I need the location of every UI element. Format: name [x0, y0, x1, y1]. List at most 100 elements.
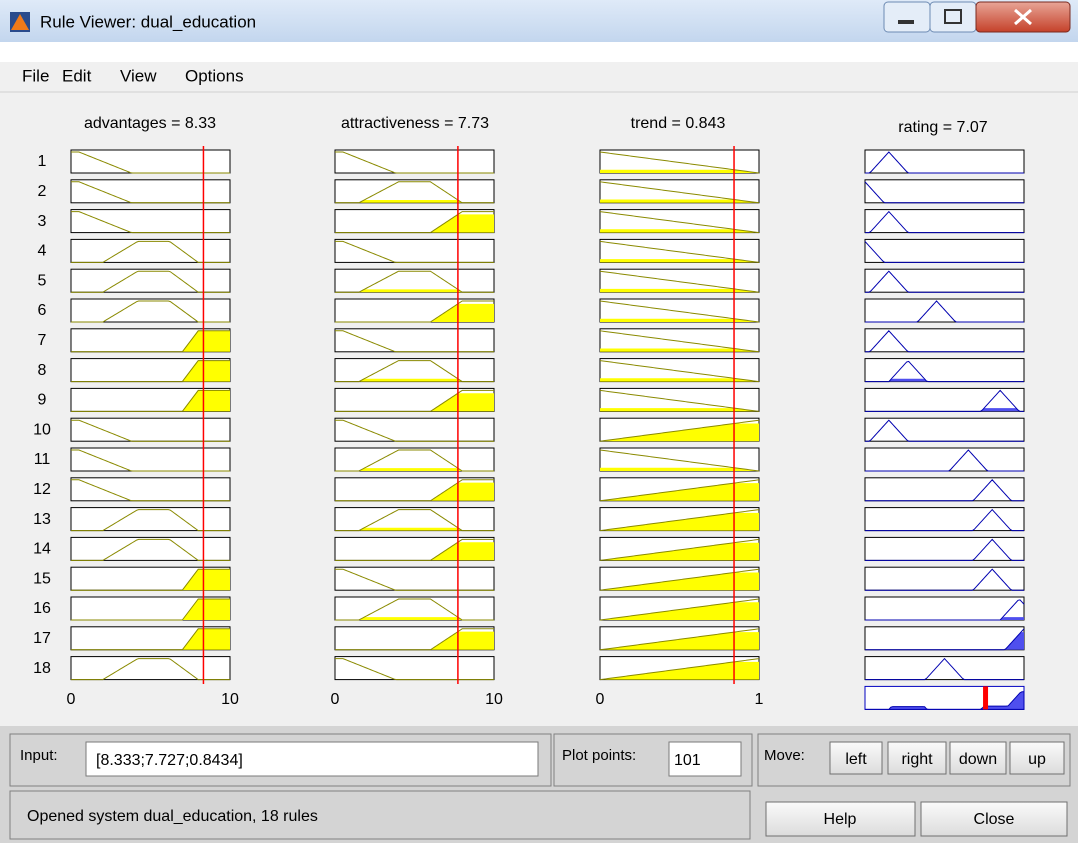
move-button-label[interactable]: left: [845, 751, 867, 768]
rule-box: [864, 447, 1025, 472]
input-value[interactable]: [8.333;7.727;0.8434]: [96, 752, 243, 769]
membership-curve: [599, 568, 760, 591]
rule-box: [334, 328, 495, 353]
membership-curve-fill: [71, 569, 230, 591]
membership-curve: [599, 330, 760, 353]
rule-box: [864, 507, 1025, 532]
move-button-label[interactable]: right: [901, 751, 933, 768]
rule-box: [864, 477, 1025, 502]
menu-item[interactable]: Edit: [62, 66, 92, 85]
rule-box: [70, 417, 231, 442]
membership-curve-fill: [335, 527, 494, 531]
plot-points-value[interactable]: 101: [674, 752, 701, 769]
membership-curve: [335, 568, 494, 591]
move-button[interactable]: [829, 741, 883, 775]
rule-box: [334, 358, 495, 383]
rule-box: [70, 477, 231, 502]
rule-box: [864, 149, 1025, 174]
membership-curve-fill: [335, 303, 494, 322]
rule-number: 3: [38, 213, 47, 230]
rule-number: 6: [38, 302, 47, 319]
menu-bar: [0, 62, 1078, 92]
rule-number: 8: [38, 362, 47, 379]
plot-points-group: [553, 733, 753, 787]
rule-box: [864, 179, 1025, 204]
output-curve: [865, 599, 1025, 621]
membership-curve-fill: [600, 661, 759, 680]
rule-box: [70, 149, 231, 174]
menu-item[interactable]: Options: [185, 66, 244, 85]
maximize-button[interactable]: [929, 1, 977, 33]
membership-curve-fill: [600, 318, 759, 322]
membership-curve-fill: [600, 288, 759, 293]
rule-box: [334, 179, 495, 204]
rule-box: [864, 626, 1025, 651]
membership-curve-fill: [71, 360, 230, 382]
app-icon: [10, 12, 30, 32]
move-button-label[interactable]: up: [1028, 751, 1046, 768]
membership-curve: [335, 181, 494, 204]
membership-curve: [335, 270, 494, 293]
axis-max-label: 10: [221, 691, 239, 708]
move-button-label[interactable]: down: [959, 751, 997, 768]
output-curve: [865, 538, 1024, 561]
membership-curve: [335, 538, 494, 561]
move-button[interactable]: [1009, 741, 1065, 775]
membership-curve-fill: [600, 169, 759, 173]
spacer: [0, 42, 1078, 62]
membership-curve: [599, 181, 760, 204]
rule-number: 4: [38, 243, 47, 260]
membership-curve: [335, 509, 494, 532]
membership-curve-fill: [600, 542, 759, 561]
help-button[interactable]: [765, 801, 916, 837]
close-button-label[interactable]: Close: [974, 811, 1015, 828]
rule-number: 15: [33, 570, 51, 587]
membership-curve-fill: [600, 348, 759, 352]
output-curve: [865, 508, 1024, 532]
membership-curve: [335, 479, 494, 502]
close-window-button[interactable]: [975, 1, 1071, 33]
output-marker: [983, 686, 989, 710]
rule-box: [334, 149, 495, 174]
status-text: Opened system dual_education, 18 rules: [27, 808, 318, 825]
rule-box: [334, 417, 495, 442]
axis-min-label: 0: [331, 691, 340, 708]
rule-number: 13: [33, 511, 51, 528]
move-button[interactable]: [887, 741, 947, 775]
menu-item[interactable]: File: [22, 66, 49, 85]
rule-number: 17: [33, 630, 51, 647]
plot-points-label: Plot points:: [562, 747, 636, 764]
move-group: [757, 733, 1071, 787]
menu-item[interactable]: View: [120, 66, 157, 85]
rule-number: 9: [38, 392, 47, 409]
output-curve: [865, 449, 1024, 472]
close-button[interactable]: [920, 801, 1068, 837]
plot-points-field[interactable]: [668, 741, 742, 777]
output-curve: [865, 210, 1024, 234]
rule-box: [864, 596, 1025, 621]
membership-curve: [599, 449, 760, 472]
membership-curve: [599, 658, 760, 681]
help-button-label[interactable]: Help: [824, 811, 857, 828]
move-label: Move:: [764, 747, 805, 764]
membership-curve-fill: [600, 229, 759, 233]
rule-number: 1: [38, 153, 47, 170]
membership-curve: [599, 479, 760, 502]
move-buttons: left right down up: [829, 741, 1065, 775]
move-button[interactable]: [949, 741, 1007, 775]
rule-box: [864, 417, 1025, 442]
membership-curve-fill: [600, 199, 759, 203]
membership-curve: [335, 598, 494, 621]
output-curve: [865, 568, 1024, 591]
variable-label: trend = 0.843: [631, 115, 726, 132]
minimize-button[interactable]: [883, 1, 931, 33]
membership-curve-fill: [600, 408, 759, 412]
output-curve: [865, 270, 1024, 293]
variable-label: attractiveness = 7.73: [341, 115, 489, 132]
membership-curve-fill: [71, 390, 230, 412]
membership-curve-fill: [335, 617, 494, 620]
output-curve: [865, 628, 1025, 651]
membership-curve-fill: [335, 631, 494, 650]
input-field[interactable]: [85, 741, 539, 777]
rule-number: 10: [33, 421, 51, 438]
